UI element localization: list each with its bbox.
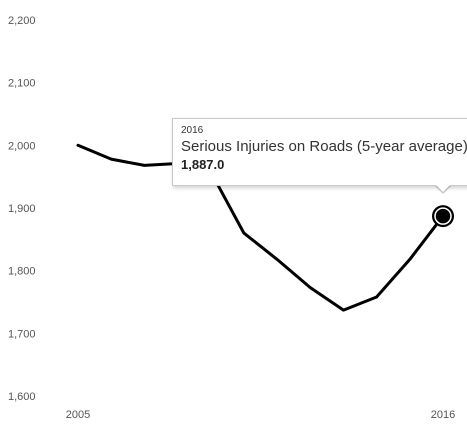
series-line bbox=[76, 143, 445, 312]
series-layer bbox=[76, 143, 445, 312]
y-tick-label: 2,000 bbox=[8, 140, 36, 152]
tooltip-series-label: Serious Injuries on Roads (5-year averag… bbox=[181, 138, 467, 155]
x-tick-label: 2005 bbox=[66, 409, 90, 421]
highlight-layer bbox=[432, 205, 454, 228]
y-tick-label: 2,100 bbox=[8, 78, 36, 90]
y-tick-label: 1,800 bbox=[8, 266, 36, 278]
y-tick-label: 1,600 bbox=[8, 391, 36, 403]
y-tick-label: 2,200 bbox=[8, 15, 36, 27]
y-axis-ticks: 2,200 2,100 2,000 1,900 1,800 1,700 1,600 bbox=[8, 15, 36, 403]
data-tooltip: 2016 Serious Injuries on Roads (5-year a… bbox=[172, 118, 467, 186]
y-tick-label: 1,700 bbox=[8, 328, 36, 340]
x-axis-ticks: 2005 2016 bbox=[66, 409, 455, 421]
x-tick-label: 2016 bbox=[431, 409, 455, 421]
tooltip-value: 1,887.0 bbox=[181, 157, 225, 172]
y-tick-label: 1,900 bbox=[8, 203, 36, 215]
tooltip-pointer-fill bbox=[435, 184, 451, 192]
tooltip-year: 2016 bbox=[181, 125, 204, 136]
highlight-point-ring bbox=[434, 207, 452, 225]
